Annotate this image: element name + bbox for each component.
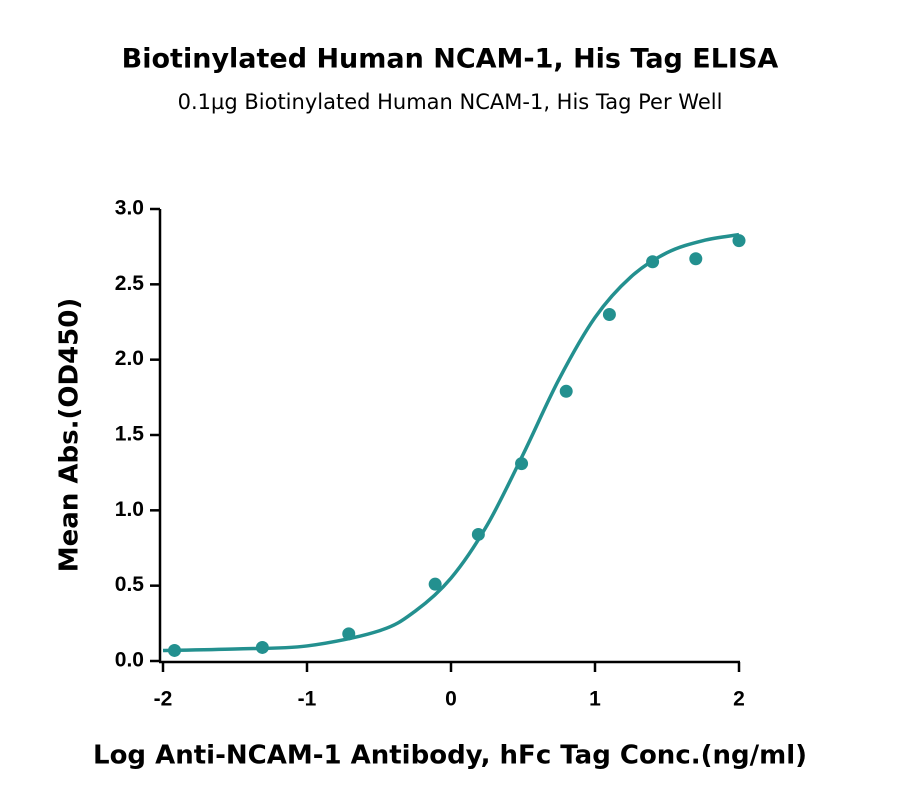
data-point: [471, 527, 485, 541]
x-tick-label: 0: [445, 688, 457, 711]
data-point: [168, 643, 182, 657]
fit-curve: [162, 232, 740, 653]
chart-subtitle: 0.1µg Biotinylated Human NCAM-1, His Tag…: [178, 90, 723, 114]
x-tick-label: -2: [154, 688, 173, 711]
data-point: [732, 234, 746, 248]
y-tick-label: 2.0: [115, 347, 144, 370]
chart-title: Biotinylated Human NCAM-1, His Tag ELISA: [122, 44, 779, 75]
data-point: [428, 577, 442, 591]
y-tick-label: 3.0: [115, 197, 144, 220]
y-tick-label: 0.0: [115, 649, 144, 672]
data-point: [255, 640, 269, 654]
x-tick-label: 1: [589, 688, 601, 711]
y-tick-label: 0.5: [115, 573, 145, 596]
data-point: [689, 252, 703, 266]
y-tick-label: 1.5: [115, 423, 145, 446]
data-point: [342, 627, 356, 641]
y-tick-label: 2.5: [115, 272, 145, 295]
y-axis-label: Mean Abs.(OD450): [55, 298, 85, 572]
data-point: [515, 457, 529, 471]
x-tick-label: 2: [733, 688, 745, 711]
x-axis-label: Log Anti-NCAM-1 Antibody, hFc Tag Conc.(…: [93, 741, 807, 771]
data-point: [602, 307, 616, 321]
y-tick-label: 1.0: [115, 498, 144, 521]
data-point: [559, 384, 573, 398]
x-tick-label: -1: [298, 688, 317, 711]
data-point: [646, 255, 660, 269]
